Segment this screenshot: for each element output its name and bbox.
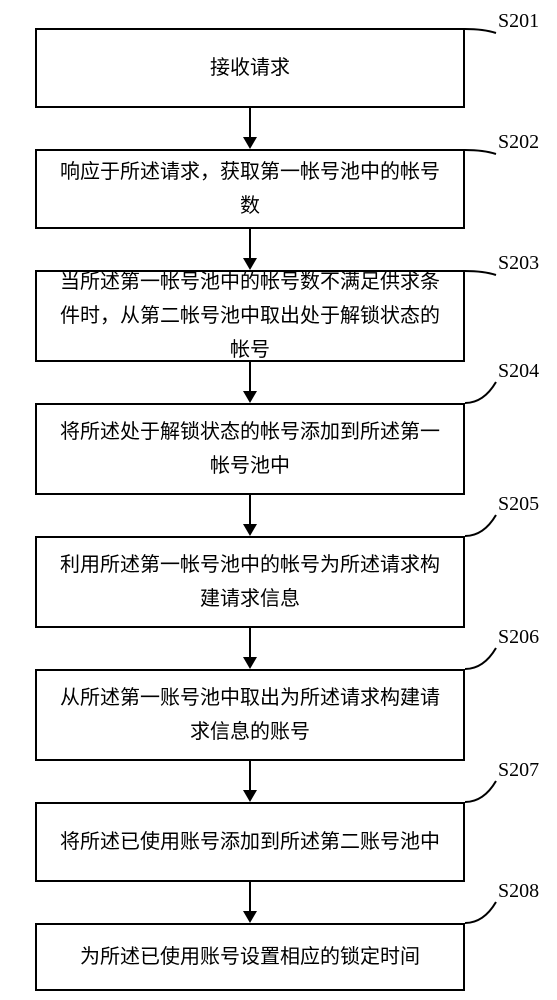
step-label-s204: S204	[498, 360, 539, 383]
flow-step-s207: 将所述已使用账号添加到所述第二账号池中	[35, 802, 465, 882]
arrow-head-icon	[243, 657, 257, 669]
leader-line	[465, 900, 500, 929]
step-label-s201: S201	[498, 10, 539, 33]
leader-line	[465, 268, 500, 280]
flow-step-text: 从所述第一账号池中取出为所述请求构建请求信息的账号	[57, 681, 443, 749]
flow-step-text: 将所述处于解锁状态的帐号添加到所述第一帐号池中	[57, 415, 443, 483]
flow-step-text: 当所述第一帐号池中的帐号数不满足供求条件时，从第二帐号池中取出处于解锁状态的帐号	[57, 265, 443, 367]
step-label-s202: S202	[498, 131, 539, 154]
flow-step-s208: 为所述已使用账号设置相应的锁定时间	[35, 923, 465, 991]
leader-line	[465, 779, 500, 808]
flow-step-text: 接收请求	[210, 51, 290, 85]
flow-step-s206: 从所述第一账号池中取出为所述请求构建请求信息的账号	[35, 669, 465, 761]
step-label-s205: S205	[498, 493, 539, 516]
step-label-s206: S206	[498, 626, 539, 649]
flow-step-s202: 响应于所述请求，获取第一帐号池中的帐号数	[35, 149, 465, 229]
leader-line	[465, 147, 500, 159]
arrow-head-icon	[243, 137, 257, 149]
leader-line	[465, 26, 500, 38]
arrow-line	[249, 495, 251, 524]
arrow-head-icon	[243, 911, 257, 923]
step-label-s207: S207	[498, 759, 539, 782]
arrow-line	[249, 761, 251, 790]
arrow-head-icon	[243, 391, 257, 403]
flow-step-text: 利用所述第一帐号池中的帐号为所述请求构建请求信息	[57, 548, 443, 616]
arrow-head-icon	[243, 524, 257, 536]
flow-step-s203: 当所述第一帐号池中的帐号数不满足供求条件时，从第二帐号池中取出处于解锁状态的帐号	[35, 270, 465, 362]
flow-step-s204: 将所述处于解锁状态的帐号添加到所述第一帐号池中	[35, 403, 465, 495]
step-label-s208: S208	[498, 880, 539, 903]
arrow-line	[249, 882, 251, 911]
flowchart-canvas: 接收请求 S201 响应于所述请求，获取第一帐号池中的帐号数 S202 当所述第一帐号池…	[0, 0, 557, 1000]
flow-step-s205: 利用所述第一帐号池中的帐号为所述请求构建请求信息	[35, 536, 465, 628]
leader-line	[465, 646, 500, 675]
arrow-head-icon	[243, 790, 257, 802]
leader-line	[465, 513, 500, 542]
arrow-line	[249, 108, 251, 137]
step-label-s203: S203	[498, 252, 539, 275]
flow-step-s201: 接收请求	[35, 28, 465, 108]
arrow-line	[249, 229, 251, 258]
flow-step-text: 为所述已使用账号设置相应的锁定时间	[80, 940, 420, 974]
flow-step-text: 将所述已使用账号添加到所述第二账号池中	[60, 825, 440, 859]
leader-line	[465, 380, 500, 409]
arrow-line	[249, 628, 251, 657]
flow-step-text: 响应于所述请求，获取第一帐号池中的帐号数	[57, 155, 443, 223]
